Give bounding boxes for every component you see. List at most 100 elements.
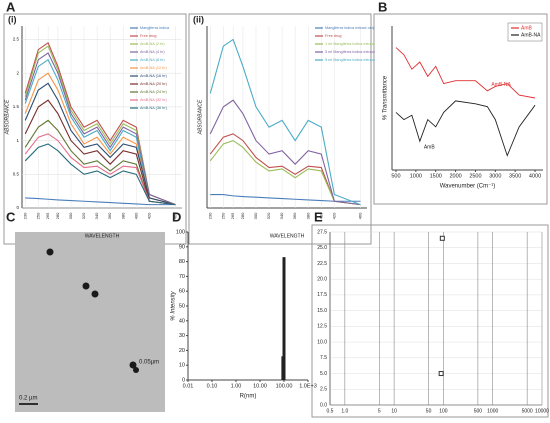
x-axis-title: R(nm) <box>240 394 257 400</box>
x-tick-label: 1.0E+3 <box>299 383 317 389</box>
particle <box>46 248 54 256</box>
x-tick-label: 0.10 <box>207 383 218 389</box>
x-tick-label: 500 <box>474 408 483 414</box>
x-tick-label: 300 <box>253 212 258 219</box>
y-tick-label: 10 <box>179 363 185 369</box>
series-line <box>24 58 176 206</box>
x-tick-label: 320 <box>266 212 271 219</box>
panel-frame <box>311 224 549 418</box>
y-tick-label: 50 <box>179 303 185 309</box>
y-axis-title: % Intensity <box>171 290 177 320</box>
series-line <box>395 100 536 157</box>
y-tick-label: 27.5 <box>317 229 327 235</box>
micrograph: 0.05µm 0.2 µm <box>15 232 165 412</box>
panel-label: B <box>378 0 387 14</box>
point <box>438 371 444 377</box>
series-line <box>209 99 361 206</box>
scale-annotation: 0.2 µm <box>19 396 37 402</box>
x-axis-title: WAVELENGTH <box>85 233 120 239</box>
legend-label: AmB-NA (12 hr) <box>140 66 168 70</box>
series-line <box>24 99 176 206</box>
bar <box>282 257 286 380</box>
x-tick-label: 100.00 <box>276 383 293 389</box>
particle <box>91 290 99 298</box>
y-tick-label: 1 <box>16 138 19 143</box>
series-line <box>24 119 176 206</box>
y-tick-label: 12.5 <box>317 324 327 330</box>
x-tick-label: 420 <box>331 212 336 219</box>
legend-label: AmB-NA <box>521 32 541 38</box>
y-tick-label: 60 <box>179 289 185 295</box>
legend-label: AmB-NA (32 hr) <box>140 98 168 102</box>
y-tick-label: 20.0 <box>317 277 327 283</box>
x-tick-label: 460 <box>173 212 178 219</box>
x-tick-label: 1000 <box>410 173 422 179</box>
x-tick-label: 380 <box>120 212 125 219</box>
x-tick-label: 280 <box>240 212 245 219</box>
y-tick-label: 80 <box>179 259 185 265</box>
x-tick-label: 0.01 <box>183 383 194 389</box>
x-tick-label: 5000 <box>522 408 533 414</box>
legend-label: AmB-NA (20 hr) <box>140 82 168 86</box>
x-tick-label: 4000 <box>529 173 541 179</box>
legend-label: AmB-NA (4 hr) <box>140 50 165 54</box>
x-tick-label: 300 <box>68 212 73 219</box>
legend-label: AmB-NA (2 hr) <box>140 42 165 46</box>
x-tick-label: 2000 <box>449 173 461 179</box>
panel-frame <box>373 13 548 205</box>
y-tick-label: 0.5 <box>13 171 20 176</box>
micrograph-image <box>15 232 165 412</box>
y-tick-label: 1.5 <box>13 104 20 109</box>
series-line <box>209 139 361 206</box>
y-tick-label: 25.0 <box>317 245 327 251</box>
x-axis-title: WAVELENGTH <box>270 233 305 239</box>
legend-label: AmB-NA (24 hr) <box>140 90 168 94</box>
series-line <box>209 38 361 206</box>
x-tick-label: 265 <box>230 212 235 219</box>
legend-label: AmB <box>521 25 533 31</box>
x-tick-label: 265 <box>45 212 50 219</box>
y-tick-label: 22.5 <box>317 261 327 267</box>
x-tick-label: 360 <box>107 212 112 219</box>
series-line <box>24 133 176 206</box>
x-tick-label: 10000 <box>535 408 549 414</box>
x-tick-label: 2500 <box>469 173 481 179</box>
sub-label: (i) <box>8 14 17 24</box>
legend-label: Free drug <box>140 34 156 38</box>
legend-label: Free drug <box>325 34 341 38</box>
y-tick-label: 2 <box>16 70 19 75</box>
particle <box>82 282 90 290</box>
particle <box>133 367 139 373</box>
x-tick-label: 360 <box>292 212 297 219</box>
annotation: AmB-NA <box>491 82 511 88</box>
legend-label: 1 ml Mangiferra indica extract <box>325 42 376 46</box>
legend-label: AmB-NA (16 hr) <box>140 74 168 78</box>
x-tick-label: 280 <box>55 212 60 219</box>
x-tick-label: 3000 <box>489 173 501 179</box>
y-tick-label: 0 <box>16 205 19 210</box>
point <box>439 235 445 241</box>
x-tick-label: 400 <box>133 212 138 219</box>
y-tick-label: 70 <box>179 274 185 280</box>
panel-label: E <box>314 209 323 224</box>
legend-label: AmB-NA (8 hr) <box>140 58 165 62</box>
x-tick-label: 3500 <box>509 173 521 179</box>
x-tick-label: 1500 <box>430 173 442 179</box>
y-tick-label: 30 <box>179 333 185 339</box>
x-tick-label: 50 <box>426 408 432 414</box>
y-tick-label: 0.0 <box>320 402 327 408</box>
y-tick-label: 17.5 <box>317 292 327 298</box>
y-tick-label: 5.0 <box>320 371 327 377</box>
x-tick-label: 380 <box>305 212 310 219</box>
y-tick-label: 7.5 <box>320 355 327 361</box>
y-tick-label: 100 <box>176 229 185 235</box>
panel-label: D <box>172 209 181 224</box>
series-line <box>210 193 361 202</box>
x-tick-label: 320 <box>81 212 86 219</box>
x-tick-label: 460 <box>358 212 363 219</box>
legend-label: 5 ml Mangiferra indica extract <box>325 58 376 62</box>
legend-label: AmB-NA (36 hr) <box>140 106 168 110</box>
legend-label: 3 ml Mangiferra indica extract <box>325 50 376 54</box>
series-line <box>209 133 361 206</box>
